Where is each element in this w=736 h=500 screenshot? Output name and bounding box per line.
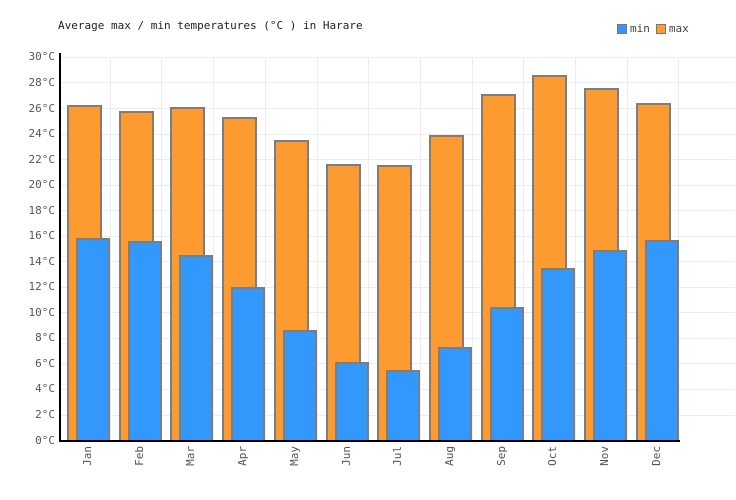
y-tick-label-30°C: 30°C <box>28 50 56 64</box>
gridline-v-12 <box>678 57 680 440</box>
y-tick-label-20°C: 20°C <box>28 178 56 192</box>
legend-label-min: min <box>630 22 650 35</box>
x-tick-label-apr: Apr <box>236 446 250 466</box>
y-tick-label-10°C: 10°C <box>28 305 56 319</box>
bar-min-may <box>282 330 317 442</box>
gridline-v-1 <box>109 57 111 440</box>
legend-item-min: min <box>617 22 650 35</box>
gridline-v-10 <box>575 57 576 440</box>
y-tick-label-8°C: 8°C <box>35 331 55 345</box>
y-tick-label-18°C: 18°C <box>28 203 56 217</box>
bar-min-mar <box>179 254 214 442</box>
x-tick-label-dec: Dec <box>649 446 663 466</box>
x-tick-label-jun: Jun <box>339 446 353 466</box>
gridline-v-4 <box>264 57 266 440</box>
bar-min-apr <box>231 286 266 442</box>
bar-min-feb <box>127 240 162 442</box>
y-tick-label-0°C: 0°C <box>35 433 55 447</box>
legend-label-max: max <box>668 22 689 35</box>
x-tick-label-feb: Feb <box>132 446 146 466</box>
bar-min-sep <box>489 307 524 442</box>
y-tick-label-12°C: 12°C <box>28 280 56 294</box>
x-tick-label-sep: Sep <box>494 446 508 466</box>
y-tick-label-26°C: 26°C <box>28 101 56 115</box>
gridline-v-8 <box>471 57 473 440</box>
gridline-v-5 <box>316 57 318 440</box>
x-axis <box>59 440 680 442</box>
y-tick-label-24°C: 24°C <box>28 127 56 140</box>
bar-min-jul <box>386 369 421 442</box>
chart-title: Average max / min temperatures (°C ) in … <box>58 19 363 32</box>
min-color-swatch <box>617 23 627 34</box>
bar-min-jan <box>76 238 110 442</box>
y-tick-label-6°C: 6°C <box>35 356 55 370</box>
bar-min-dec <box>644 239 679 442</box>
gridline-v-11 <box>626 57 628 440</box>
gridline-v-7 <box>419 57 421 440</box>
y-tick-label-28°C: 28°C <box>28 75 56 89</box>
y-tick-label-2°C: 2°C <box>35 408 55 421</box>
bar-min-jun <box>334 362 369 442</box>
gridline-h-26deg <box>61 108 735 109</box>
y-tick-label-4°C: 4°C <box>35 382 55 396</box>
y-axis <box>59 53 61 442</box>
x-tick-label-aug: Aug <box>442 446 456 466</box>
bar-min-nov <box>593 249 627 442</box>
gridline-v-2 <box>161 57 163 440</box>
x-tick-label-nov: Nov <box>598 446 611 466</box>
gridline-v-3 <box>213 57 215 440</box>
y-tick-label-22°C: 22°C <box>28 152 56 166</box>
max-color-swatch <box>655 23 666 34</box>
chart-legend: min max <box>617 22 689 35</box>
y-tick-label-16°C: 16°C <box>28 229 56 243</box>
gridline-v-6 <box>368 57 370 440</box>
gridline-h-28deg <box>61 82 735 84</box>
gridline-h-22deg <box>61 159 735 161</box>
bar-min-aug <box>437 346 472 442</box>
x-tick-label-oct: Oct <box>546 446 560 466</box>
bar-min-oct <box>541 267 576 442</box>
x-tick-label-jul: Jul <box>391 446 405 466</box>
legend-item-max: max <box>655 22 689 35</box>
x-tick-label-jan: Jan <box>81 446 94 466</box>
y-tick-label-14°C: 14°C <box>28 254 56 268</box>
gridline-h-30deg <box>61 56 735 58</box>
gridline-h-24deg <box>61 133 735 135</box>
gridline-v-9 <box>523 57 525 440</box>
x-tick-label-may: May <box>287 446 301 466</box>
x-tick-label-mar: Mar <box>184 446 198 466</box>
